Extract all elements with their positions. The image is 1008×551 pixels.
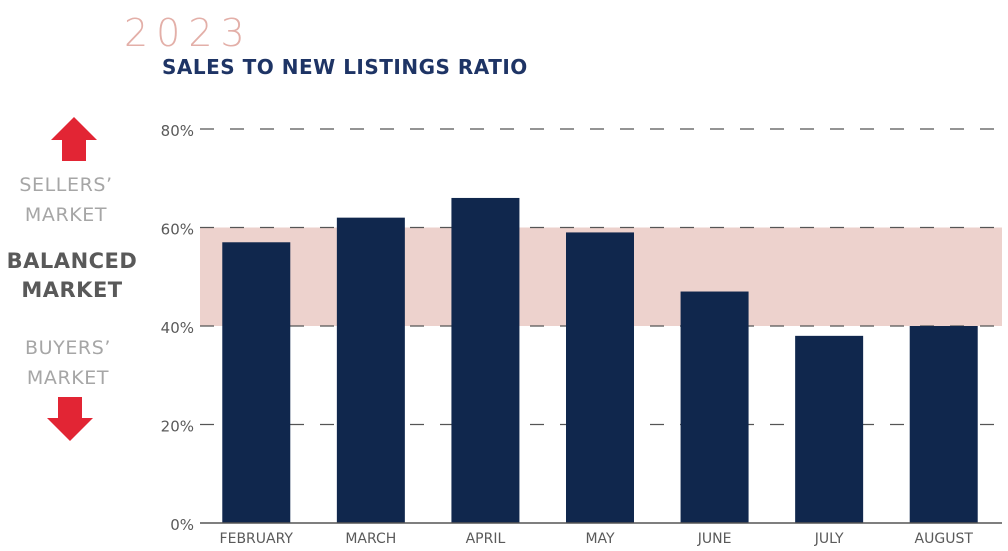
arrow-up-icon bbox=[51, 117, 97, 161]
bar-july bbox=[795, 335, 864, 523]
buyers-market-label: BUYERS’ MARKET bbox=[0, 333, 148, 393]
chart-title: SALES TO NEW LISTINGS RATIO bbox=[162, 55, 528, 79]
y-tick-label: 40% bbox=[161, 319, 194, 337]
x-tick-label: JUNE bbox=[697, 531, 732, 547]
buyers-line-1: BUYERS’ bbox=[24, 337, 112, 359]
sellers-line-2: MARKET bbox=[24, 204, 108, 226]
balanced-line-1: BALANCED bbox=[6, 249, 138, 273]
bar-march bbox=[336, 217, 405, 523]
sellers-market-label: SELLERS’ MARKET bbox=[0, 170, 146, 230]
balanced-market-label: BALANCED MARKET bbox=[0, 247, 152, 305]
sellers-line-1: SELLERS’ bbox=[19, 174, 113, 196]
bar-august bbox=[909, 326, 978, 523]
y-tick-label: 0% bbox=[170, 516, 194, 534]
arrow-down-icon bbox=[47, 397, 93, 441]
y-tick-label: 80% bbox=[161, 122, 194, 140]
balanced-line-2: MARKET bbox=[21, 278, 123, 302]
year-label: 2023 bbox=[124, 11, 253, 55]
bar-april bbox=[451, 197, 520, 523]
y-tick-label: 20% bbox=[161, 418, 194, 436]
y-tick-label: 60% bbox=[161, 221, 194, 239]
x-tick-label: AUGUST bbox=[915, 531, 974, 547]
bar-february bbox=[222, 242, 291, 523]
bar-june bbox=[680, 291, 749, 523]
x-tick-label: FEBRUARY bbox=[220, 531, 294, 547]
x-tick-label: JULY bbox=[814, 531, 844, 547]
bar-may bbox=[566, 232, 634, 524]
x-tick-label: MARCH bbox=[345, 531, 396, 547]
x-tick-label: APRIL bbox=[466, 531, 506, 547]
buyers-line-2: MARKET bbox=[26, 367, 110, 389]
x-tick-label: MAY bbox=[585, 531, 615, 547]
